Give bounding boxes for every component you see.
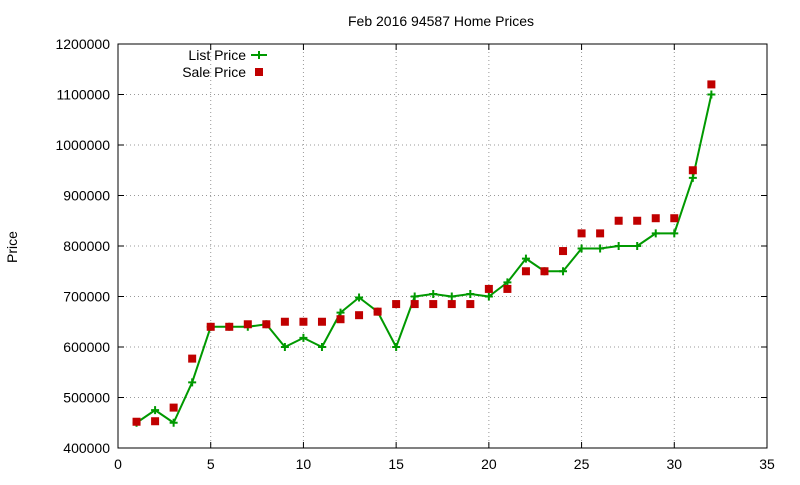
y-tick-label: 1000000 — [55, 137, 110, 153]
sale-price-point — [429, 300, 438, 309]
list-price-point — [559, 267, 568, 276]
list-price-point — [484, 292, 493, 301]
list-price-point — [447, 292, 456, 301]
x-tick-label: 5 — [207, 456, 215, 472]
y-tick-label: 500000 — [63, 390, 110, 406]
list-price-point — [707, 90, 716, 99]
list-price-point — [521, 254, 530, 263]
list-price-point — [688, 173, 697, 182]
sale-price-point — [243, 320, 252, 329]
x-tick-label: 0 — [114, 456, 122, 472]
sale-price-point — [299, 317, 308, 326]
sale-price-point — [206, 322, 215, 331]
sale-price-point — [336, 315, 345, 324]
sale-price-point — [151, 417, 160, 426]
sale-price-point — [614, 216, 623, 225]
list-price-point — [614, 242, 623, 250]
list-price-point — [466, 289, 475, 298]
list-price-point — [670, 229, 679, 238]
sale-price-point — [392, 300, 401, 309]
sale-price-point — [707, 80, 716, 89]
list-price-point — [392, 343, 401, 351]
chart-title: Feb 2016 94587 Home Prices — [348, 13, 534, 29]
y-tick-label: 900000 — [63, 188, 110, 204]
x-tick-label: 25 — [574, 456, 590, 472]
sale-price-point — [280, 317, 289, 326]
sale-price-point — [503, 284, 512, 293]
plot-frame — [117, 43, 768, 449]
sale-price-point — [540, 267, 549, 276]
x-tick-label: 20 — [481, 456, 497, 472]
sale-price-point — [262, 320, 271, 329]
sale-price-point — [317, 317, 326, 326]
legend-label-list-price: List Price — [188, 47, 246, 63]
x-tick-label: 10 — [296, 456, 312, 472]
sale-price-point — [355, 311, 364, 320]
sale-price-point — [466, 300, 475, 309]
list-price-point — [317, 343, 326, 351]
sale-price-point — [447, 300, 456, 309]
legend-swatch-sale-price — [255, 68, 263, 76]
y-tick-label: 800000 — [63, 238, 110, 254]
list-price-line — [135, 94, 713, 424]
sale-price-point — [577, 229, 586, 238]
sale-price-point — [670, 214, 679, 223]
sale-price-point — [225, 322, 234, 331]
list-price-point — [651, 229, 660, 238]
sale-price-point — [633, 216, 642, 225]
sale-price-point — [688, 166, 697, 175]
sale-price-point — [188, 354, 197, 363]
list-price-point — [355, 293, 364, 302]
list-price-point — [169, 418, 178, 427]
x-tick-label: 15 — [388, 456, 404, 472]
list-price-point — [429, 289, 438, 298]
list-price-point — [410, 292, 419, 301]
sale-price-point — [521, 267, 530, 276]
legend-label-sale-price: Sale Price — [182, 64, 246, 80]
list-price-point — [596, 244, 605, 253]
sale-price-point — [132, 417, 141, 426]
list-price-point — [280, 343, 289, 351]
list-price-point — [188, 378, 197, 387]
y-tick-label: 700000 — [63, 289, 110, 305]
y-tick-label: 1100000 — [57, 87, 111, 103]
axis-ticks: 0 5 10 15 20 25 30 35 400000 500000 600000 700000 80… — [55, 36, 775, 472]
plot-series — [132, 80, 716, 427]
sale-price-point — [484, 284, 493, 293]
list-price-point — [577, 244, 586, 253]
y-tick-label: 400000 — [63, 440, 110, 456]
x-tick-label: 30 — [666, 456, 682, 472]
legend-marker-list-price — [255, 51, 263, 59]
list-price-point — [633, 242, 642, 250]
sale-price-point — [373, 307, 382, 316]
grid-lines — [118, 44, 767, 448]
y-tick-label: 600000 — [63, 339, 110, 355]
x-tick-label: 35 — [759, 456, 775, 472]
sale-price-point — [559, 247, 568, 256]
y-axis-label: Price — [4, 231, 20, 263]
list-price-point — [151, 406, 160, 415]
sale-price-point — [169, 403, 178, 412]
sale-price-point — [651, 214, 660, 223]
list-price-point — [299, 333, 308, 342]
sale-price-point — [596, 229, 605, 238]
sale-price-point — [410, 300, 419, 309]
y-tick-label: 1200000 — [55, 36, 110, 52]
